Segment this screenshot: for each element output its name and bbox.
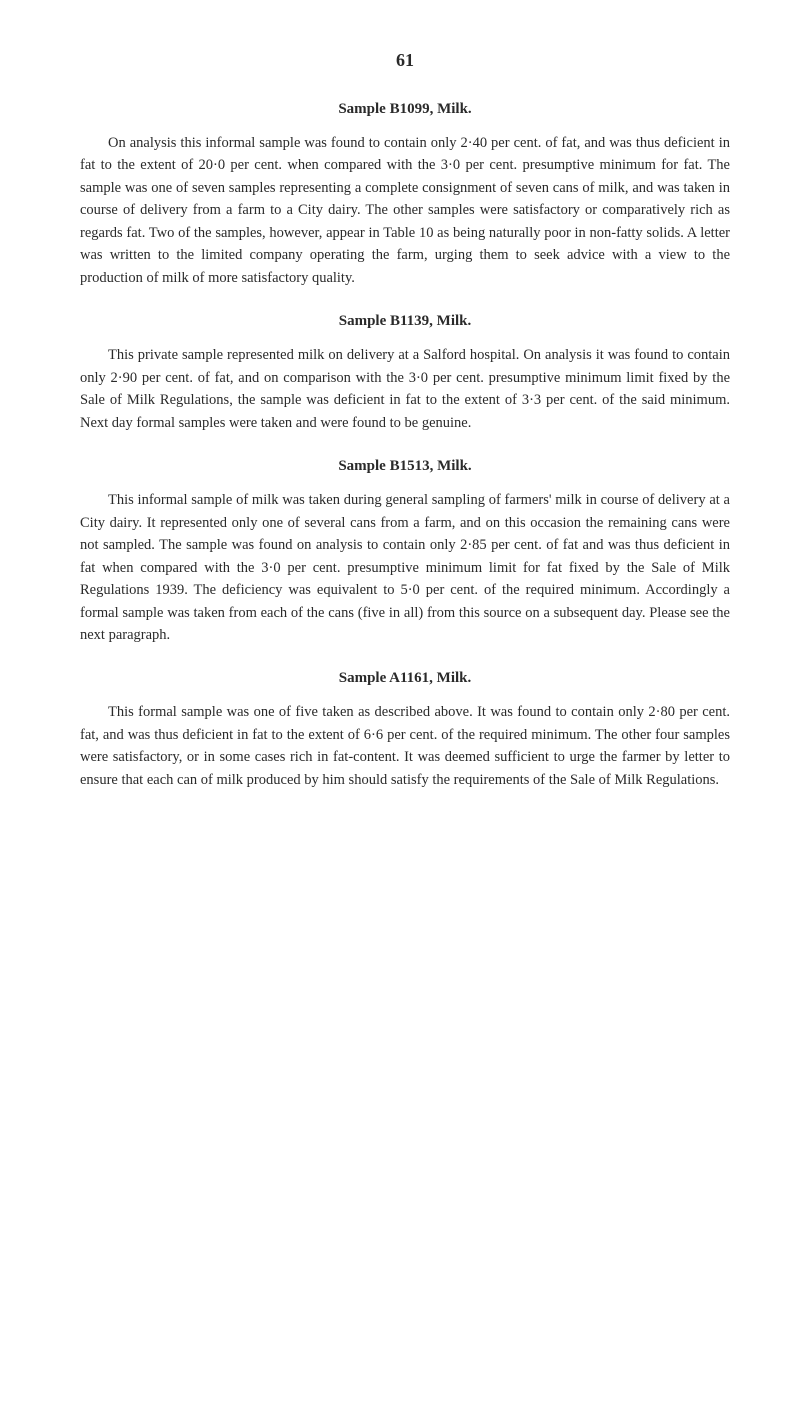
section-title: Sample A1161, Milk. — [80, 670, 730, 687]
section-paragraph: This private sample represented milk on … — [80, 344, 730, 434]
document-page: 61 Sample B1099, Milk. On analysis this … — [0, 0, 800, 1427]
section-paragraph: This informal sample of milk was taken d… — [80, 489, 730, 646]
page-number: 61 — [80, 50, 730, 71]
section-paragraph: This formal sample was one of five taken… — [80, 701, 730, 791]
section-title: Sample B1513, Milk. — [80, 458, 730, 475]
section-title: Sample B1099, Milk. — [80, 101, 730, 118]
section-title: Sample B1139, Milk. — [80, 313, 730, 330]
section-paragraph: On analysis this informal sample was fou… — [80, 132, 730, 289]
